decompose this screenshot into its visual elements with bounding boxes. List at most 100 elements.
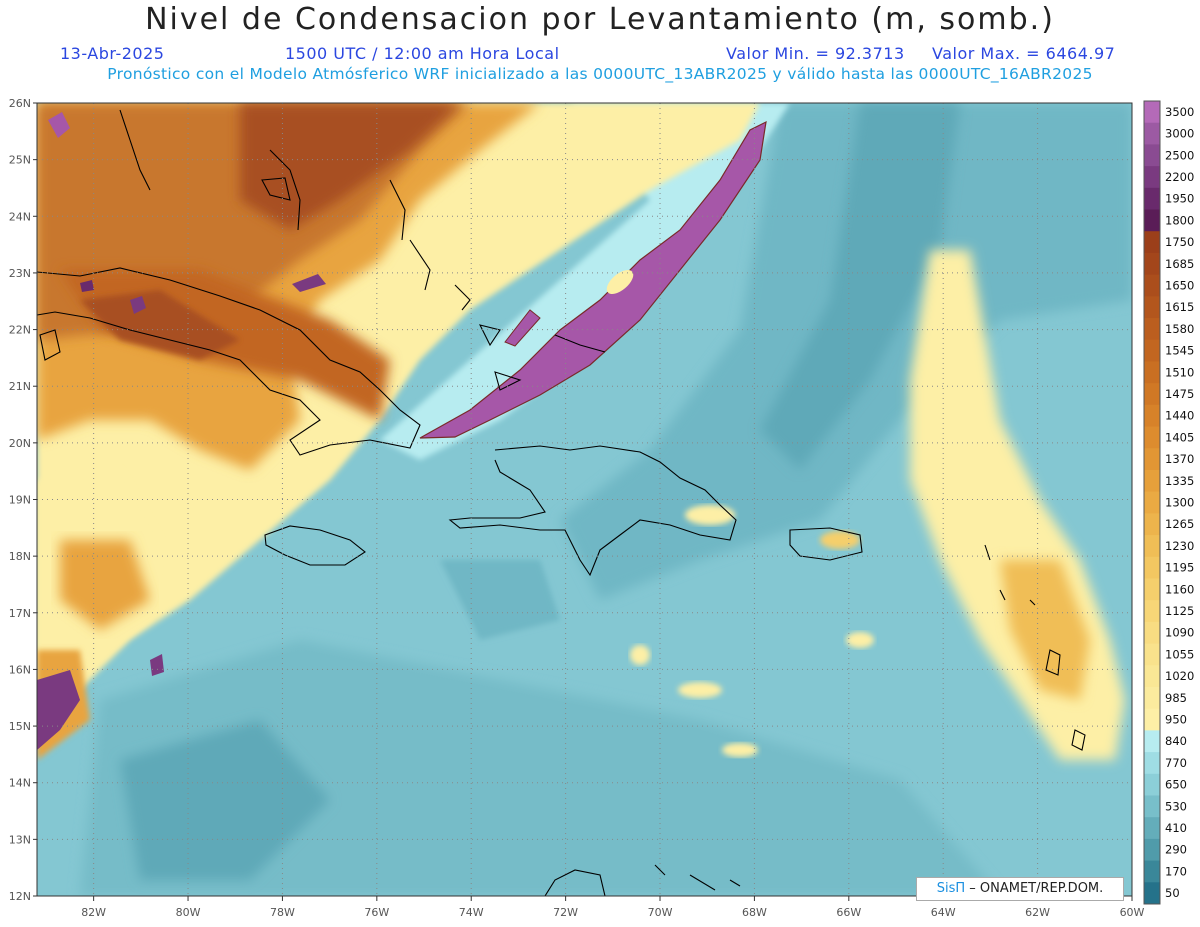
colorbar-label: 290 — [1165, 843, 1187, 857]
lat-label: 23N — [9, 267, 31, 280]
colorbar-label: 1615 — [1165, 300, 1194, 314]
colorbar-swatch — [1144, 144, 1160, 167]
lat-label: 22N — [9, 324, 31, 337]
colorbar-label: 950 — [1165, 713, 1187, 727]
colorbar-label: 2200 — [1165, 170, 1194, 184]
lon-label: 74W — [459, 906, 484, 919]
colorbar-label: 170 — [1165, 864, 1187, 878]
longitude-axis: 82W 80W 78W 76W 74W 72W 70W 68W 66W 64W 62W 60W — [81, 896, 1145, 919]
colorbar-label: 650 — [1165, 778, 1187, 792]
lon-label: 80W — [176, 906, 201, 919]
latitude-axis: 26N 25N 24N 23N 22N 21N 20N 19N 18N 17N 16N 15N 14N 1… — [9, 97, 37, 903]
colorbar-swatch — [1144, 838, 1160, 862]
lat-label: 18N — [9, 550, 31, 563]
colorbar-swatch — [1144, 101, 1160, 124]
colorbar-swatch — [1144, 773, 1160, 796]
colorbar-swatch — [1144, 513, 1160, 536]
colorbar-swatch — [1144, 578, 1160, 601]
coastlines — [37, 109, 1086, 896]
colorbar-swatch — [1144, 426, 1160, 449]
colorbar-swatch — [1144, 686, 1160, 710]
colorbar-label: 530 — [1165, 799, 1187, 813]
colorbar-swatch — [1144, 448, 1160, 471]
forecast-description: Pronóstico con el Modelo Atmósferico WRF… — [107, 65, 1093, 83]
colorbar-label: 3500 — [1165, 105, 1194, 119]
colorbar-swatch — [1144, 231, 1160, 254]
lon-label: 78W — [270, 906, 295, 919]
colorbar-swatch — [1144, 708, 1160, 731]
max-value-label: Valor Max. = 6464.97 — [932, 44, 1116, 63]
colorbar-label: 1750 — [1165, 235, 1194, 249]
colorbar-swatch — [1144, 296, 1160, 319]
colorbar-swatch — [1144, 752, 1160, 775]
lat-label: 16N — [9, 663, 31, 676]
colorbar-swatch — [1144, 882, 1160, 905]
colorbar-label: 1300 — [1165, 496, 1194, 510]
lat-label: 21N — [9, 380, 31, 393]
colorbar-label: 410 — [1165, 821, 1187, 835]
lon-label: 64W — [931, 906, 956, 919]
lon-label: 82W — [81, 906, 106, 919]
lon-label: 70W — [648, 906, 673, 919]
colorbar-swatch — [1144, 404, 1160, 428]
colorbar-label: 1405 — [1165, 430, 1194, 444]
colorbar-label: 1265 — [1165, 517, 1194, 531]
gridlines — [37, 102, 1133, 897]
colorbar-label: 1125 — [1165, 604, 1194, 618]
colorbar-swatch — [1144, 535, 1160, 558]
colorbar-swatch — [1144, 621, 1160, 645]
colorbar-label: 1055 — [1165, 647, 1194, 661]
colorbar-swatch — [1144, 339, 1160, 362]
lat-label: 25N — [9, 154, 31, 167]
colorbar-label: 1510 — [1165, 365, 1194, 379]
colorbar-label: 50 — [1165, 886, 1180, 900]
sispi-logo: SisΠ — [936, 881, 966, 896]
lat-label: 26N — [9, 97, 31, 110]
colorbar-frame — [1143, 100, 1161, 905]
lon-label: 62W — [1025, 906, 1050, 919]
colorbar-label: 1230 — [1165, 539, 1194, 553]
colorbar-label: 1545 — [1165, 344, 1194, 358]
lat-label: 12N — [9, 890, 31, 903]
valid-time-label: 1500 UTC / 12:00 am Hora Local — [285, 44, 560, 63]
colorbar-label: 1160 — [1165, 582, 1194, 596]
lat-label: 17N — [9, 607, 31, 620]
colorbar-swatch — [1144, 252, 1160, 276]
colorbar-label: 1195 — [1165, 561, 1194, 575]
colorbar-swatch — [1144, 122, 1160, 145]
colorbar-label: 1370 — [1165, 452, 1194, 466]
colorbar-swatch — [1144, 491, 1160, 514]
lon-label: 68W — [742, 906, 767, 919]
colorbar-swatch — [1144, 665, 1160, 688]
colorbar-label: 1650 — [1165, 278, 1194, 292]
colorbar-label: 985 — [1165, 691, 1187, 705]
colorbar-label: 3000 — [1165, 127, 1194, 141]
colorbar-label: 1800 — [1165, 213, 1194, 227]
colorbar-label: 1475 — [1165, 387, 1194, 401]
credit-text: – ONAMET/REP.DOM. — [965, 881, 1104, 896]
lat-label: 19N — [9, 494, 31, 507]
lon-label: 72W — [553, 906, 578, 919]
lon-label: 66W — [836, 906, 861, 919]
colorbar-label: 2500 — [1165, 148, 1194, 162]
colorbar-swatch — [1144, 643, 1160, 666]
colorbar-swatch — [1144, 860, 1160, 883]
lat-label: 14N — [9, 777, 31, 790]
colorbar-label: 840 — [1165, 734, 1187, 748]
colorbar-label: 1090 — [1165, 626, 1194, 640]
colorbar-label: 1440 — [1165, 409, 1194, 423]
colorbar-swatch — [1144, 274, 1160, 297]
colorbar-swatch — [1144, 383, 1160, 406]
colorbar-swatch — [1144, 600, 1160, 623]
lat-label: 15N — [9, 720, 31, 733]
colorbar-swatch — [1144, 795, 1160, 818]
colorbar-swatch — [1144, 187, 1160, 211]
colorbar-swatch — [1144, 166, 1160, 189]
colorbar: 3500 3000 2500 2200 1950 1800 1750 1685 1650 1615… — [1143, 100, 1194, 905]
colorbar-label: 1335 — [1165, 474, 1194, 488]
colorbar-label: 1950 — [1165, 192, 1194, 206]
colorbar-label: 1580 — [1165, 322, 1194, 336]
shaded-field — [37, 103, 1132, 896]
colorbar-label: 1685 — [1165, 257, 1194, 271]
